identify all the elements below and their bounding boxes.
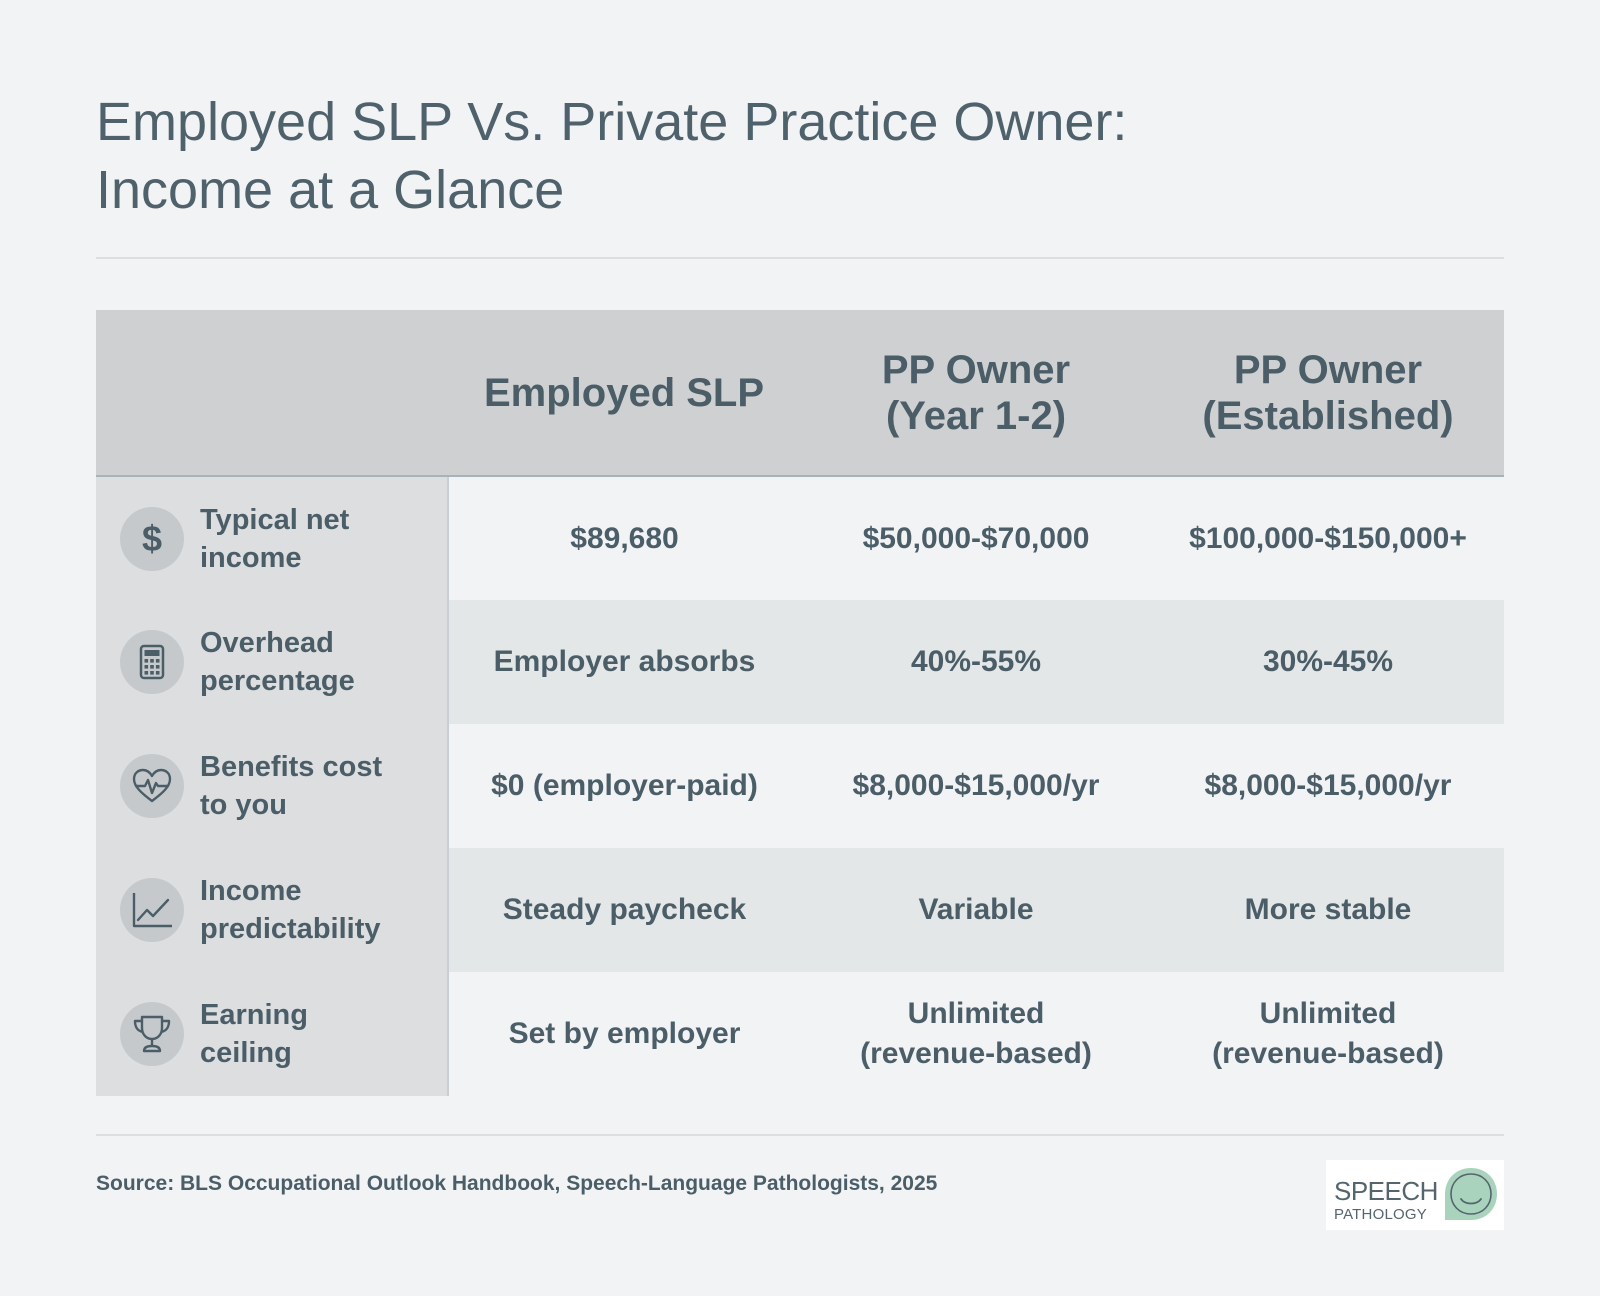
row-label-line: percentage [200,665,355,697]
header-cell-empty [96,310,448,477]
header-line: (Established) [1202,393,1454,438]
row-label-line: Income [200,875,302,907]
table-row-overhead-percentage: Overhead percentage Employer absorbs 40%… [96,600,1504,724]
cell-line: $8,000-$15,000/yr [1204,769,1452,802]
header-cell-pp-owner-established: PP Owner (Established) [1152,310,1504,477]
table-row-typical-net-income: $ Typical net income $89,680 $50,000-$70… [96,476,1504,600]
header-cell-pp-owner-year-1-2: PP Owner (Year 1-2) [800,310,1152,477]
logo-word-pathology: PATHOLOGY [1334,1206,1427,1223]
cell-line: $89,680 [570,521,679,555]
trophy-icon [120,1002,184,1066]
table-cell: Variable [800,848,1152,972]
cell-line: 30%-45% [1262,645,1394,678]
title-line-2: Income at a Glance [96,160,565,220]
table-cell: Set by employer [448,972,800,1096]
calculator-icon [120,630,184,694]
table-cell: More stable [1152,848,1504,972]
table-cell: 40%-55% [800,600,1152,724]
table-cell: $50,000-$70,000 [800,476,1152,600]
row-header: Income predictability [96,848,449,972]
header-line: PP Owner [1233,347,1423,392]
row-header: Benefits cost to you [96,724,449,848]
table-row-benefits-cost: Benefits cost to you $0 (employer-paid) … [96,724,1504,848]
row-label-line: Benefits cost [200,751,383,783]
table-cell: $0 (employer-paid) [448,724,800,848]
header-line: PP Owner [881,347,1071,392]
row-header: Earning ceiling [96,972,449,1096]
line-chart-icon [120,878,184,942]
cell-line: Set by employer [508,1017,741,1050]
table-cell: Steady paycheck [448,848,800,972]
table-header-row: Employed SLP PP Owner (Year 1-2) PP Owne… [96,310,1504,477]
row-label-line: Overhead [200,627,334,659]
cell-line: Unlimited [1259,997,1397,1030]
row-header: $ Typical net income [96,476,449,600]
row-label-line: Typical net [200,503,350,536]
bottom-divider [96,1134,1504,1136]
cell-line: $100,000-$150,000+ [1189,521,1467,555]
svg-text:$: $ [142,519,162,559]
cell-line: (revenue-based) [860,1037,1092,1070]
speech-bubble-icon [1445,1168,1497,1220]
cell-line: (revenue-based) [1212,1037,1444,1070]
cell-line: 40%-55% [910,645,1042,678]
comparison-table: Employed SLP PP Owner (Year 1-2) PP Owne… [96,310,1504,1096]
table-cell: Employer absorbs [448,600,800,724]
table-row-earning-ceiling: Earning ceiling Set by employer Unlimite… [96,972,1504,1096]
row-label-line: Earning [200,999,308,1031]
cell-line: $50,000-$70,000 [862,521,1090,555]
cell-line: $0 (employer-paid) [491,769,758,802]
header-line: (Year 1-2) [885,393,1067,438]
cell-line: More stable [1244,893,1412,926]
row-header: Overhead percentage [96,600,449,724]
table-row-income-predictability: Income predictability Steady paycheck Va… [96,848,1504,972]
cell-line: Variable [918,893,1034,926]
table-cell: $8,000-$15,000/yr [800,724,1152,848]
table-cell: 30%-45% [1152,600,1504,724]
row-label-line: income [200,541,302,574]
logo-word-speech: SPEECH [1334,1176,1438,1206]
cell-line: Unlimited [907,997,1045,1030]
table-cell: $100,000-$150,000+ [1152,476,1504,600]
table-cell: $89,680 [448,476,800,600]
table-cell: Unlimited (revenue-based) [800,972,1152,1096]
title-line-1: Employed SLP Vs. Private Practice Owner: [96,92,1128,152]
table-cell: $8,000-$15,000/yr [1152,724,1504,848]
page-title: Employed SLP Vs. Private Practice Owner:… [96,88,1496,224]
header-cell-employed-slp: Employed SLP [448,310,800,477]
cell-line: Employer absorbs [493,645,756,678]
table-cell: Unlimited (revenue-based) [1152,972,1504,1096]
cell-line: Steady paycheck [502,893,747,926]
row-label-line: predictability [200,913,381,945]
speech-pathology-logo: SPEECH PATHOLOGY [1326,1160,1504,1230]
source-note: Source: BLS Occupational Outlook Handboo… [96,1172,938,1195]
heart-pulse-icon [120,754,184,818]
cell-line: $8,000-$15,000/yr [852,769,1100,802]
dollar-icon: $ [120,506,184,571]
row-label-line: to you [200,789,287,821]
top-divider [96,257,1504,259]
row-label-line: ceiling [200,1037,292,1069]
header-line: Employed SLP [483,370,765,415]
